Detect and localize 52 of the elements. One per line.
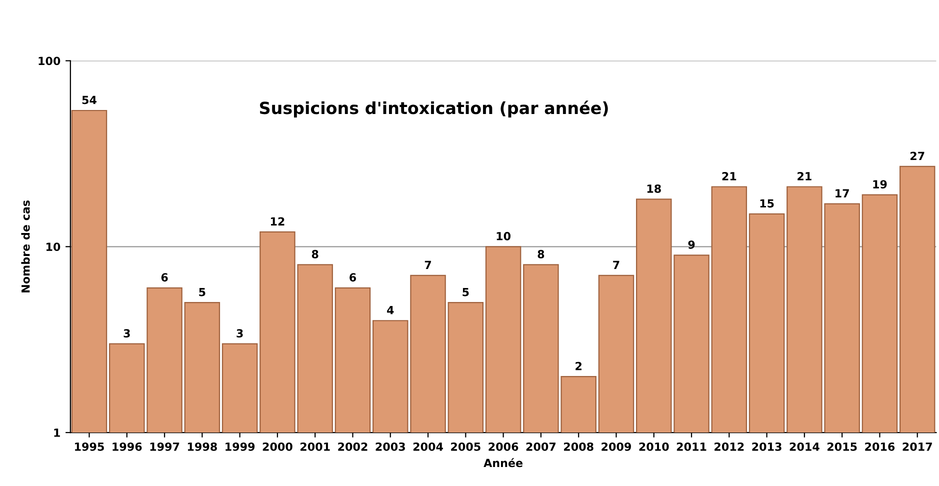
x-tick-label: 1998 [188, 442, 217, 451]
data-label: 7 [613, 260, 620, 269]
x-tick-label: 1997 [150, 442, 180, 451]
x-tick-label: 2012 [714, 442, 744, 451]
x-tick-label: 2016 [865, 442, 895, 451]
data-label: 8 [312, 250, 318, 258]
data-label: 18 [647, 184, 661, 193]
x-tick-label: 2006 [488, 442, 518, 451]
data-label: 17 [836, 189, 849, 198]
x-tick-label: 2009 [602, 442, 631, 451]
data-label: 6 [161, 273, 168, 282]
data-label: 2 [576, 362, 582, 370]
data-label: 15 [760, 199, 774, 208]
data-label: 4 [387, 306, 394, 314]
data-label: 19 [873, 180, 887, 189]
data-label: 3 [124, 329, 130, 338]
x-tick-label: 2002 [338, 442, 368, 451]
x-tick-label: 2007 [526, 442, 556, 451]
y-tick-label: 1 [54, 428, 60, 437]
data-label: 27 [910, 152, 924, 160]
data-label: 7 [424, 260, 431, 269]
y-tick-label: 100 [38, 56, 60, 66]
x-tick-label: 1999 [226, 442, 255, 451]
x-tick-label: 2011 [676, 442, 706, 451]
x-tick-label: 2014 [790, 442, 820, 451]
data-label: 5 [199, 288, 206, 296]
x-tick-label: 1995 [75, 442, 104, 451]
text: Suspicions d'intoxication (par année) [260, 100, 608, 118]
x-axis-title: Année [484, 458, 523, 468]
data-label: 6 [350, 273, 356, 282]
data-label: 10 [496, 232, 511, 240]
data-label: 8 [538, 250, 544, 258]
data-label: 21 [722, 172, 736, 180]
data-label: 9 [688, 240, 695, 249]
y-tick-label: 10 [46, 242, 60, 252]
data-label: 3 [236, 329, 243, 338]
x-tick-label: 2000 [262, 442, 292, 451]
x-tick-label: 1996 [112, 442, 142, 451]
data-label: 12 [270, 217, 284, 226]
x-tick-label: 2001 [300, 442, 330, 451]
x-tick-label: 2004 [413, 442, 443, 451]
x-tick-label: 2005 [451, 442, 480, 451]
data-label: 21 [798, 172, 812, 180]
x-tick-label: 2015 [827, 442, 857, 451]
x-tick-label: 2013 [752, 442, 782, 451]
y-axis-title: Nombre de cas [21, 200, 30, 292]
x-tick-label: 2017 [902, 442, 932, 451]
x-tick-label: 2003 [376, 442, 405, 451]
data-label: 5 [462, 288, 469, 296]
x-tick-label: 2010 [639, 442, 669, 451]
x-tick-label: 2008 [564, 442, 594, 451]
data-label: 54 [82, 96, 96, 104]
